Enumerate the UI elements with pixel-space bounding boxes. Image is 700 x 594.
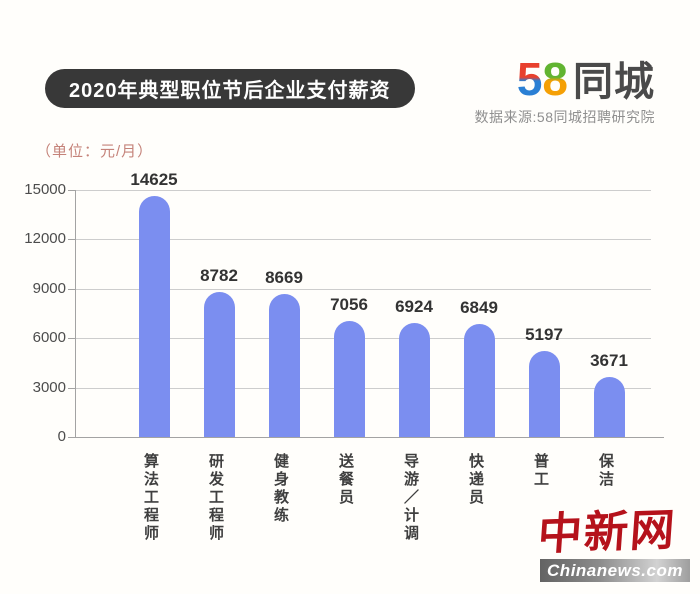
chinanews-url-banner: Chinanews.com (540, 559, 690, 582)
gridline (76, 190, 651, 191)
y-axis-tick (68, 387, 76, 389)
data-source-label: 数据来源:58同城招聘研究院 (474, 109, 655, 125)
chart-title-pill: 2020年典型职位节后企业支付薪资 (45, 69, 415, 108)
bar (203, 292, 235, 437)
bar (528, 351, 560, 437)
y-axis-label: 6000 (32, 329, 66, 347)
category-label: 算法工程师 (142, 453, 159, 543)
gridline (76, 239, 651, 241)
y-axis-tick (68, 288, 76, 290)
y-axis-label: 0 (57, 428, 66, 445)
bar-value-label: 8782 (200, 266, 238, 286)
y-axis-label: 15000 (24, 181, 66, 198)
y-axis-tick (68, 239, 76, 241)
gridline (76, 288, 651, 290)
bar-value-label: 6924 (395, 297, 433, 316)
y-axis-tick (68, 338, 76, 340)
logo-name-text: 同城 (573, 60, 655, 104)
bar (268, 294, 300, 437)
bar-value-label: 5197 (525, 325, 563, 345)
category-label: 快递员 (467, 453, 484, 507)
y-axis-tick (68, 437, 76, 438)
y-axis-tick (68, 190, 76, 191)
58tongcheng-logo: 5 8 同城 (475, 56, 655, 102)
unit-label: （单位：元/月） (36, 143, 154, 160)
chinanews-calligraphy-text: 中新网 (536, 504, 679, 561)
bar-value-label: 14625 (130, 170, 178, 190)
brand-block: 5 8 同城 数据来源:58同城招聘研究院 (475, 56, 655, 127)
y-axis-label: 3000 (32, 378, 66, 396)
bar (593, 376, 625, 437)
logo-digit-8: 8 (542, 53, 568, 105)
bar-chart-plot: 0 3000 6000 9000 12000 15000 14625 算法工程师 8782 研发工… (24, 170, 664, 543)
bar (398, 323, 430, 437)
category-label: 保洁 (597, 453, 614, 489)
bar (333, 320, 365, 437)
category-label: 研发工程师 (207, 453, 224, 543)
category-label: 普工 (532, 453, 549, 489)
bar-value-label: 8669 (265, 268, 303, 288)
y-axis-label: 9000 (32, 279, 66, 297)
category-label: 送餐员 (337, 453, 354, 507)
y-axis-label: 12000 (24, 230, 66, 248)
chinanews-logo: 中新网 Chinanews.com (522, 504, 692, 582)
category-label: 导游／计调 (402, 453, 419, 543)
bar-value-label: 7056 (330, 294, 368, 314)
chart-title: 2020年典型职位节后企业支付薪资 (69, 80, 391, 102)
bar (463, 324, 495, 437)
logo-digit-5: 5 (516, 53, 543, 105)
bar (138, 196, 170, 437)
bar-value-label: 3671 (590, 350, 628, 370)
category-label: 健身教练 (272, 453, 289, 525)
bar-value-label: 6849 (460, 298, 498, 318)
